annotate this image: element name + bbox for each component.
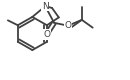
Text: O: O: [44, 30, 51, 39]
Text: O: O: [64, 21, 72, 30]
Text: N: N: [42, 2, 49, 11]
